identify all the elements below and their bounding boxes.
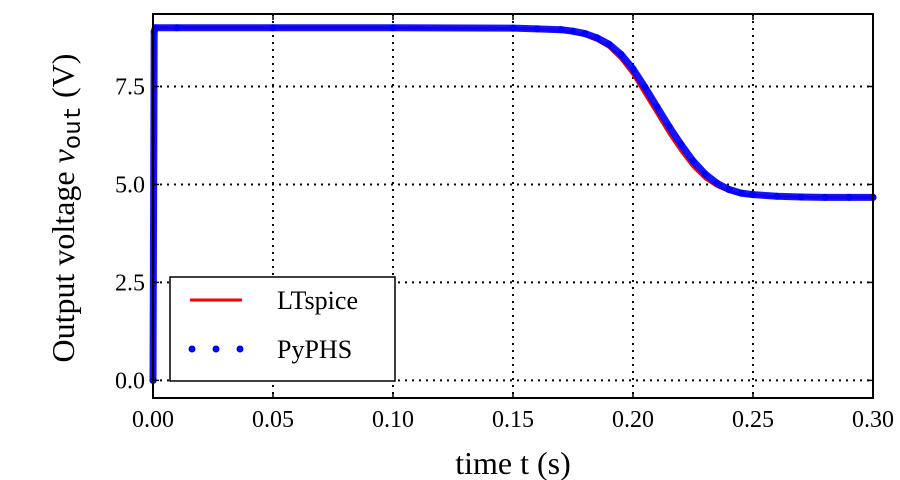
legend-label-pyphs: PyPHS (277, 335, 352, 364)
x-axis-label: time t (s) (455, 445, 571, 480)
series-pyphs-point (665, 122, 673, 130)
legend-swatch-pyphs-dot-1 (188, 345, 196, 353)
x-tick-label: 0.10 (372, 407, 414, 433)
y-axis-label-unit: (V) (45, 54, 81, 106)
y-axis-label-variable: v (45, 148, 81, 163)
series-pyphs-point (593, 34, 601, 42)
y-axis-label: Output voltage vout (V) (45, 54, 88, 363)
x-tick-label: 0.25 (732, 407, 774, 433)
series-layer (149, 24, 877, 384)
series-pyphs-point (773, 192, 781, 200)
y-axis-label-text: Output voltage (45, 163, 81, 362)
x-tick-label: 0.30 (852, 407, 894, 433)
series-pyphs-point (689, 157, 697, 165)
series-pyphs-point (557, 26, 565, 34)
series-pyphs-point (605, 40, 613, 48)
x-tick-label: 0.15 (492, 407, 534, 433)
legend: LTspice PyPHS (169, 276, 396, 382)
series-pyphs-point (641, 83, 649, 91)
series-pyphs-point (569, 27, 577, 35)
series-pyphs-point (509, 24, 517, 32)
legend-swatch-pyphs-dot-3 (236, 345, 244, 353)
series-pyphs-point (797, 193, 805, 201)
series-pyphs-point (845, 193, 853, 201)
series-pyphs-point (677, 140, 685, 148)
y-tick-label: 5.0 (115, 172, 145, 198)
series-pyphs-point (749, 191, 757, 199)
series-pyphs-trace (149, 24, 877, 384)
series-pyphs-point (737, 189, 745, 197)
y-axis-label-subscript: out (61, 106, 88, 149)
legend-label-ltspice: LTspice (277, 286, 358, 315)
ticks: 0.00 0.05 0.10 0.15 0.20 0.25 0.30 0.0 2.5 5.0 7.5 (115, 14, 894, 433)
series-pyphs-point (269, 24, 277, 32)
x-tick-label: 0.20 (612, 407, 654, 433)
series-pyphs-point (701, 170, 709, 178)
x-tick-label: 0.05 (252, 407, 294, 433)
legend-box (169, 276, 396, 382)
y-tick-label: 2.5 (115, 270, 145, 296)
series-pyphs-point (173, 24, 181, 32)
series-pyphs-point (617, 50, 625, 58)
series-pyphs-point (713, 179, 721, 187)
series-pyphs-point (629, 65, 637, 73)
series-pyphs-point (389, 24, 397, 32)
legend-swatch-pyphs-dot-2 (212, 345, 220, 353)
series-pyphs-point (581, 30, 589, 38)
y-tick-label: 0.0 (115, 368, 145, 394)
series-pyphs-point (533, 25, 541, 33)
x-tick-label: 0.00 (132, 407, 174, 433)
series-pyphs-point (821, 193, 829, 201)
series-pyphs-point (653, 103, 661, 111)
y-tick-label: 7.5 (115, 74, 145, 100)
series-pyphs-point (725, 186, 733, 194)
